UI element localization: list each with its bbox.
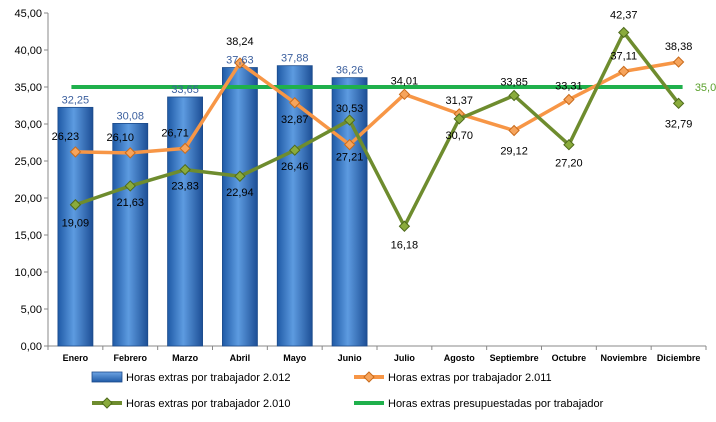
x-tick-label: Enero xyxy=(63,353,89,363)
legend-swatch-bar xyxy=(91,371,123,383)
y-tick-label: 25,00 xyxy=(14,156,42,168)
legend-label: Horas extras por trabajador 2.010 xyxy=(126,398,290,410)
series-2010-point xyxy=(69,199,82,211)
series-2010-data-label: 32,79 xyxy=(665,118,693,130)
bar xyxy=(112,123,149,347)
legend-item: Horas extras por trabajador 2.012 xyxy=(91,371,290,384)
series-2011-point xyxy=(672,56,685,68)
series-2010-line xyxy=(74,30,680,229)
data-labels: 32,25 30,08 33,65 37,63 37,88 36,26 26,23 26,10… xyxy=(52,9,716,251)
series-2010-point xyxy=(672,97,685,110)
series-2010-point xyxy=(453,113,465,125)
bar-data-label: 37,88 xyxy=(281,53,309,65)
series-2011-data-label: 26,10 xyxy=(106,132,134,144)
legend-label: Horas extras por trabajador 2.011 xyxy=(388,372,552,384)
legend-label: Horas extras por trabajador 2.012 xyxy=(126,372,290,384)
series-2011-data-label: 37,11 xyxy=(610,50,637,62)
series-2011-point xyxy=(563,93,575,106)
series-2010-point xyxy=(289,144,301,156)
series-2011-point xyxy=(508,124,520,137)
series-2011-point xyxy=(234,57,246,69)
series-2010-data-label: 27,20 xyxy=(555,158,583,170)
series-2010-data-label: 33,85 xyxy=(500,77,528,89)
x-tick-label: Mayo xyxy=(283,353,307,363)
series-2010-point xyxy=(618,26,630,39)
series-2011-line xyxy=(75,60,679,155)
series-2010-point xyxy=(179,163,191,176)
y-tick-label: 35,00 xyxy=(14,82,42,94)
series-2011-data-label: 31,37 xyxy=(445,95,473,107)
x-tick-label: Abril xyxy=(230,353,251,363)
y-tick-label: 10,00 xyxy=(14,267,42,279)
series-2010-point xyxy=(234,170,246,182)
axes: 0,00 5,00 10,00 15,00 20,00 25,00 30,00 35,00 40… xyxy=(14,8,707,363)
series-2011-data-label: 33,31 xyxy=(555,81,583,93)
bar-data-label: 30,08 xyxy=(116,110,144,122)
series-2011-point xyxy=(69,146,82,158)
series-2011-data-label: 38,38 xyxy=(665,41,693,53)
legend-item: Horas extras presupuestadas por trabajad… xyxy=(354,398,604,410)
series-2010-data-label: 30,70 xyxy=(445,130,473,142)
x-tick-label: Febrero xyxy=(113,353,147,363)
series-2011-data-label: 26,23 xyxy=(52,131,80,143)
y-tick-label: 15,00 xyxy=(14,230,42,242)
series-2011-point xyxy=(179,142,191,155)
series-2010-data-label: 23,83 xyxy=(171,181,199,193)
y-tick-label: 30,00 xyxy=(14,119,42,131)
bar xyxy=(167,96,203,347)
series-2011-data-label: 26,71 xyxy=(161,127,189,139)
series-2010-data-label: 26,46 xyxy=(281,161,309,173)
series-2010-point xyxy=(343,114,356,126)
series-2010-data-label: 42,37 xyxy=(610,9,638,21)
bar xyxy=(222,67,258,347)
series-2010-data-label: 16,18 xyxy=(391,239,419,251)
series-2010-point xyxy=(563,139,575,151)
budget-data-label: 35,00 xyxy=(695,82,716,94)
series-2011-data-label: 38,24 xyxy=(226,36,254,48)
series-2011-data-label: 32,87 xyxy=(281,114,309,126)
legend-swatch-marker xyxy=(363,371,375,383)
legend-swatch-marker xyxy=(101,397,113,409)
legend-item: Horas extras por trabajador 2.011 xyxy=(354,371,552,384)
series-2011-point xyxy=(618,65,630,78)
series-2011-point xyxy=(124,147,136,159)
series-2011-data-label: 29,12 xyxy=(500,146,528,158)
bar-data-label: 33,65 xyxy=(171,84,199,96)
bar-data-label: 37,63 xyxy=(226,55,254,67)
series-2011-data-label: 34,01 xyxy=(391,75,419,87)
series-2011-point xyxy=(289,97,301,109)
series-2010-data-label: 30,53 xyxy=(336,103,364,115)
series-2010-data-label: 19,09 xyxy=(62,218,90,230)
x-tick-label: Marzo xyxy=(172,353,199,363)
bar-data-label: 36,26 xyxy=(336,65,364,77)
series-2011-point xyxy=(398,88,411,101)
series-2011-data-label: 27,21 xyxy=(336,152,364,164)
x-tick-label: Diciembre xyxy=(657,353,701,363)
bar-data-label: 32,25 xyxy=(62,94,90,106)
y-tick-label: 40,00 xyxy=(14,45,42,57)
y-tick-label: 45,00 xyxy=(14,8,42,20)
legend-label: Horas extras presupuestadas por trabajad… xyxy=(388,398,604,410)
y-tick-label: 5,00 xyxy=(21,304,42,316)
line-series xyxy=(69,26,685,232)
x-tick-label: Noviembre xyxy=(600,353,647,363)
series-2010-data-label: 22,94 xyxy=(226,187,254,199)
y-tick-label: 20,00 xyxy=(14,193,42,205)
x-tick-label: Agosto xyxy=(444,353,475,363)
x-tick-label: Junio xyxy=(338,353,363,363)
series-2010-point xyxy=(508,89,520,102)
x-tick-label: Octubre xyxy=(552,353,587,363)
x-tick-label: Septiembre xyxy=(490,353,539,363)
legend: Horas extras por trabajador 2.012 Horas e… xyxy=(91,371,604,410)
y-tick-label: 0,00 xyxy=(21,341,42,353)
series-2010-point xyxy=(398,220,411,232)
legend-item: Horas extras por trabajador 2.010 xyxy=(92,397,290,410)
series-2010-point xyxy=(124,180,136,192)
series-2010-data-label: 21,63 xyxy=(116,197,144,209)
series-2011-point xyxy=(343,138,356,151)
x-tick-label: Julio xyxy=(394,353,416,363)
